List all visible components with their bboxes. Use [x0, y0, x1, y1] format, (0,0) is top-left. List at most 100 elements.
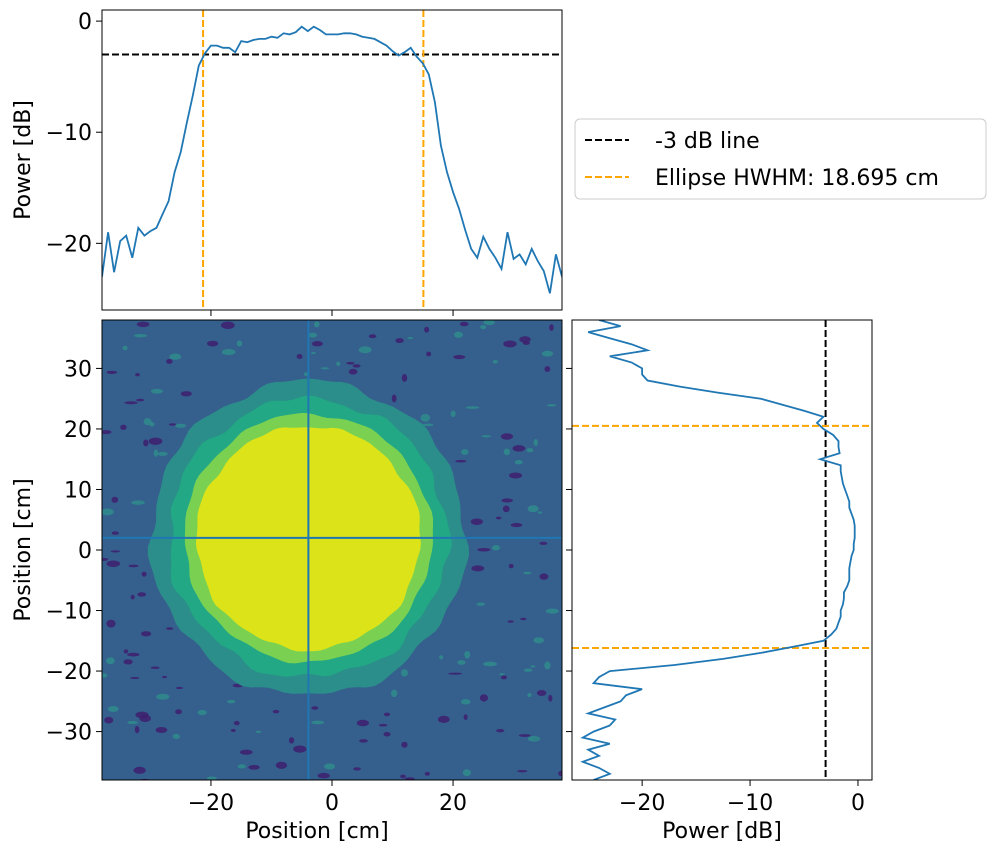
right-xtick-label: 0 — [851, 791, 865, 816]
speckle-teal — [480, 325, 487, 330]
speckle-dark — [102, 557, 109, 561]
speckle-dark — [168, 423, 177, 426]
contour-crosshair — [102, 320, 562, 780]
speckle-dark — [155, 726, 168, 733]
speckle-dark — [139, 714, 151, 723]
right-xtick-label: −20 — [619, 791, 665, 816]
speckle-teal — [461, 448, 469, 455]
speckle-dark — [166, 358, 173, 364]
speckle-dark — [135, 373, 140, 377]
speckle-dark — [400, 774, 406, 779]
speckle-teal — [527, 505, 539, 513]
contour-levels — [147, 378, 470, 694]
legend-label-3db: -3 dB line — [655, 129, 760, 154]
contour-ytick-label: 30 — [64, 357, 92, 382]
speckle-dark — [130, 594, 135, 600]
top-ytick-label: 0 — [78, 10, 92, 35]
speckle-teal — [131, 500, 145, 505]
speckle-dark — [120, 424, 127, 430]
speckle-teal — [503, 448, 511, 456]
contour-ytick-label: 20 — [64, 418, 92, 443]
right-axis-ticks: −20 −10 0 — [619, 780, 865, 816]
speckle-teal — [237, 764, 247, 769]
speckle-dark — [401, 741, 408, 748]
contour-axis-ticks: −20 0 20 30 20 10 0 −10 −20 −30 — [46, 357, 572, 816]
speckle-teal — [102, 508, 114, 516]
speckle-dark — [459, 321, 469, 327]
speckle-teal — [526, 448, 534, 453]
speckle-teal — [481, 435, 492, 438]
speckle-teal — [311, 720, 325, 725]
speckle-dark — [220, 321, 235, 330]
contour-xtick-label: −20 — [188, 791, 234, 816]
speckle-dark — [453, 354, 466, 360]
speckle-dark — [404, 777, 415, 780]
speckle-dark — [233, 720, 240, 726]
speckle-teal — [454, 331, 463, 338]
top-reference-lines — [102, 10, 562, 310]
speckle-dark — [102, 430, 112, 435]
speckle-dark — [518, 734, 531, 737]
speckle-dark — [359, 739, 368, 743]
speckle-teal — [514, 460, 523, 465]
speckle-dark — [520, 617, 527, 621]
speckle-dark — [180, 391, 192, 397]
speckle-dark — [272, 709, 280, 714]
speckle-dark — [275, 761, 288, 769]
speckle-teal — [527, 693, 532, 698]
speckle-teal — [149, 422, 155, 427]
speckle-teal — [422, 423, 434, 427]
speckle-dark — [311, 706, 319, 710]
speckle-teal — [527, 736, 541, 742]
speckle-dark — [175, 709, 182, 715]
speckle-teal — [533, 438, 538, 446]
speckle-dark — [383, 712, 391, 717]
speckle-dark — [127, 652, 140, 657]
speckle-teal — [545, 608, 559, 614]
speckle-dark — [536, 689, 547, 697]
speckle-teal — [420, 413, 431, 422]
speckle-teal — [156, 693, 170, 700]
speckle-dark — [162, 675, 168, 679]
speckle-teal — [400, 669, 409, 677]
contour-ytick-label: −10 — [46, 600, 92, 625]
speckle-dark — [148, 437, 163, 445]
speckle-teal — [541, 350, 554, 357]
speckle-dark — [111, 531, 120, 535]
speckle-teal — [499, 673, 505, 676]
speckle-teal — [320, 367, 330, 370]
right-plot-background — [572, 320, 872, 780]
contour-ytick-label: 10 — [64, 478, 92, 503]
speckle-teal — [197, 709, 207, 716]
speckle-dark — [123, 649, 129, 654]
speckle-teal — [492, 360, 499, 364]
speckle-teal — [311, 351, 316, 355]
speckle-dark — [477, 548, 491, 552]
speckle-dark — [426, 351, 432, 357]
top-profile-panel: 0 −10 −20 Power [dB] — [11, 9, 563, 316]
speckle-dark — [383, 731, 391, 737]
speckle-dark — [512, 445, 526, 452]
speckle-teal — [206, 776, 217, 780]
speckle-dark — [448, 672, 463, 675]
speckle-dark — [128, 564, 139, 568]
speckle-teal — [460, 699, 471, 705]
speckle-dark — [239, 749, 253, 755]
speckle-dark — [544, 365, 551, 373]
speckle-dark — [106, 370, 118, 374]
speckle-dark — [517, 769, 528, 773]
speckle-teal — [483, 661, 498, 667]
speckle-teal — [122, 345, 128, 351]
speckle-teal — [407, 337, 414, 340]
speckle-dark — [463, 714, 468, 721]
speckle-teal — [226, 699, 236, 704]
speckle-dark — [437, 715, 450, 723]
contour-ylabel: Position [cm] — [11, 478, 36, 621]
right-profile-curve — [580, 320, 856, 780]
speckle-teal — [358, 346, 372, 354]
speckle-dark — [455, 459, 467, 463]
speckle-teal — [172, 733, 180, 739]
speckle-dark — [539, 573, 549, 580]
speckle-teal — [308, 332, 317, 338]
contour-ytick-label: −20 — [46, 660, 92, 685]
